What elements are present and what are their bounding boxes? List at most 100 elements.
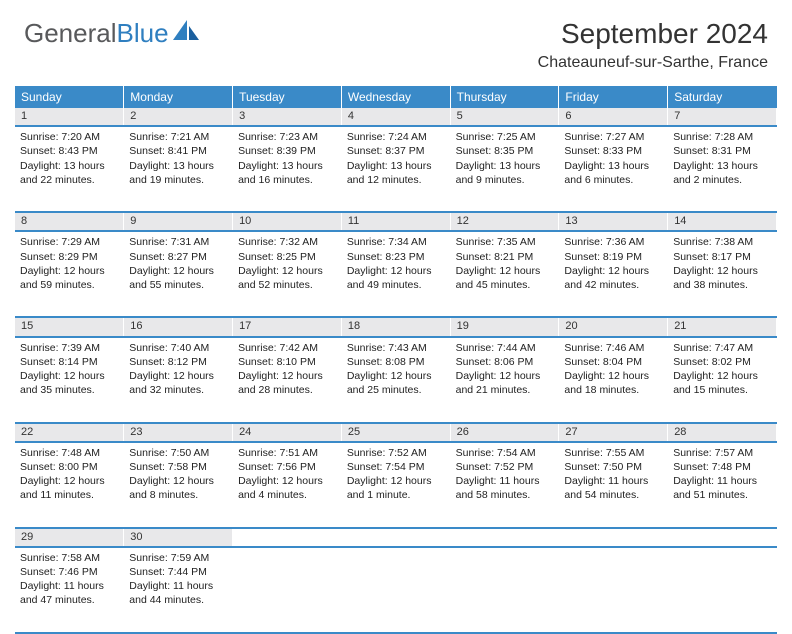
sunrise-text: Sunrise: 7:21 AM: [129, 130, 227, 144]
daylight-text: and 12 minutes.: [347, 173, 445, 187]
day-number: 3: [233, 108, 342, 126]
day-number: 28: [668, 423, 777, 442]
day-cell: Sunrise: 7:28 AMSunset: 8:31 PMDaylight:…: [668, 126, 777, 212]
sunrise-text: Sunrise: 7:48 AM: [20, 446, 118, 460]
day-data-row: Sunrise: 7:58 AMSunset: 7:46 PMDaylight:…: [15, 547, 777, 633]
daylight-text: Daylight: 12 hours: [238, 474, 336, 488]
day-number: [450, 528, 559, 547]
weekday-header: Saturday: [668, 86, 777, 108]
sunrise-text: Sunrise: 7:44 AM: [456, 341, 554, 355]
daylight-text: Daylight: 11 hours: [20, 579, 118, 593]
day-cell: Sunrise: 7:57 AMSunset: 7:48 PMDaylight:…: [668, 442, 777, 528]
day-cell: Sunrise: 7:50 AMSunset: 7:58 PMDaylight:…: [124, 442, 233, 528]
weekday-header: Wednesday: [341, 86, 450, 108]
sunset-text: Sunset: 8:06 PM: [456, 355, 554, 369]
sunset-text: Sunset: 7:54 PM: [347, 460, 445, 474]
daylight-text: Daylight: 13 hours: [20, 159, 118, 173]
sunrise-text: Sunrise: 7:57 AM: [673, 446, 771, 460]
daylight-text: and 15 minutes.: [673, 383, 771, 397]
sunrise-text: Sunrise: 7:31 AM: [129, 235, 227, 249]
day-cell: [233, 547, 342, 633]
day-number: 17: [233, 317, 342, 336]
daylight-text: and 4 minutes.: [238, 488, 336, 502]
weekday-header: Sunday: [15, 86, 124, 108]
day-cell: Sunrise: 7:43 AMSunset: 8:08 PMDaylight:…: [341, 337, 450, 423]
day-number: 23: [124, 423, 233, 442]
daylight-text: Daylight: 12 hours: [456, 369, 554, 383]
weekday-header: Thursday: [450, 86, 559, 108]
sunrise-text: Sunrise: 7:38 AM: [673, 235, 771, 249]
logo-text-gray: General: [24, 18, 117, 49]
sunrise-text: Sunrise: 7:51 AM: [238, 446, 336, 460]
daylight-text: and 45 minutes.: [456, 278, 554, 292]
day-number: [668, 528, 777, 547]
day-number: [341, 528, 450, 547]
day-number-row: 2930: [15, 528, 777, 547]
day-data-row: Sunrise: 7:29 AMSunset: 8:29 PMDaylight:…: [15, 231, 777, 317]
day-number: 19: [450, 317, 559, 336]
day-cell: Sunrise: 7:38 AMSunset: 8:17 PMDaylight:…: [668, 231, 777, 317]
daylight-text: and 38 minutes.: [673, 278, 771, 292]
sunset-text: Sunset: 8:29 PM: [20, 250, 118, 264]
daylight-text: Daylight: 12 hours: [347, 264, 445, 278]
day-number: 11: [341, 212, 450, 231]
weekday-header-row: Sunday Monday Tuesday Wednesday Thursday…: [15, 86, 777, 108]
day-number: 6: [559, 108, 668, 126]
daylight-text: and 49 minutes.: [347, 278, 445, 292]
daylight-text: Daylight: 12 hours: [456, 264, 554, 278]
day-number: 7: [668, 108, 777, 126]
sunset-text: Sunset: 7:46 PM: [20, 565, 118, 579]
sunrise-text: Sunrise: 7:27 AM: [564, 130, 662, 144]
sunrise-text: Sunrise: 7:54 AM: [456, 446, 554, 460]
day-cell: [450, 547, 559, 633]
day-number: 4: [341, 108, 450, 126]
day-cell: Sunrise: 7:24 AMSunset: 8:37 PMDaylight:…: [341, 126, 450, 212]
day-cell: Sunrise: 7:34 AMSunset: 8:23 PMDaylight:…: [341, 231, 450, 317]
daylight-text: and 6 minutes.: [564, 173, 662, 187]
sunset-text: Sunset: 7:58 PM: [129, 460, 227, 474]
daylight-text: Daylight: 12 hours: [20, 264, 118, 278]
daylight-text: Daylight: 13 hours: [673, 159, 771, 173]
day-number: 13: [559, 212, 668, 231]
day-cell: Sunrise: 7:20 AMSunset: 8:43 PMDaylight:…: [15, 126, 124, 212]
day-number: 5: [450, 108, 559, 126]
daylight-text: Daylight: 11 hours: [456, 474, 554, 488]
day-number: 29: [15, 528, 124, 547]
daylight-text: and 47 minutes.: [20, 593, 118, 607]
day-data-row: Sunrise: 7:48 AMSunset: 8:00 PMDaylight:…: [15, 442, 777, 528]
day-number: [559, 528, 668, 547]
sunset-text: Sunset: 8:08 PM: [347, 355, 445, 369]
day-cell: Sunrise: 7:21 AMSunset: 8:41 PMDaylight:…: [124, 126, 233, 212]
daylight-text: and 51 minutes.: [673, 488, 771, 502]
daylight-text: and 11 minutes.: [20, 488, 118, 502]
day-number: 25: [341, 423, 450, 442]
daylight-text: Daylight: 12 hours: [20, 369, 118, 383]
daylight-text: and 59 minutes.: [20, 278, 118, 292]
day-cell: Sunrise: 7:36 AMSunset: 8:19 PMDaylight:…: [559, 231, 668, 317]
daylight-text: Daylight: 13 hours: [456, 159, 554, 173]
sunset-text: Sunset: 8:33 PM: [564, 144, 662, 158]
daylight-text: and 52 minutes.: [238, 278, 336, 292]
sunrise-text: Sunrise: 7:52 AM: [347, 446, 445, 460]
day-cell: Sunrise: 7:32 AMSunset: 8:25 PMDaylight:…: [233, 231, 342, 317]
page-title: September 2024: [538, 18, 768, 50]
sunrise-text: Sunrise: 7:25 AM: [456, 130, 554, 144]
day-cell: [559, 547, 668, 633]
sunset-text: Sunset: 8:35 PM: [456, 144, 554, 158]
day-cell: Sunrise: 7:39 AMSunset: 8:14 PMDaylight:…: [15, 337, 124, 423]
day-number: 20: [559, 317, 668, 336]
day-cell: Sunrise: 7:42 AMSunset: 8:10 PMDaylight:…: [233, 337, 342, 423]
daylight-text: Daylight: 11 hours: [564, 474, 662, 488]
daylight-text: Daylight: 12 hours: [129, 474, 227, 488]
day-cell: Sunrise: 7:31 AMSunset: 8:27 PMDaylight:…: [124, 231, 233, 317]
day-number: 18: [341, 317, 450, 336]
weekday-header: Friday: [559, 86, 668, 108]
sunset-text: Sunset: 8:19 PM: [564, 250, 662, 264]
sunset-text: Sunset: 7:48 PM: [673, 460, 771, 474]
daylight-text: Daylight: 11 hours: [129, 579, 227, 593]
daylight-text: Daylight: 11 hours: [673, 474, 771, 488]
day-cell: Sunrise: 7:29 AMSunset: 8:29 PMDaylight:…: [15, 231, 124, 317]
sunset-text: Sunset: 7:50 PM: [564, 460, 662, 474]
sunset-text: Sunset: 8:27 PM: [129, 250, 227, 264]
daylight-text: and 58 minutes.: [456, 488, 554, 502]
